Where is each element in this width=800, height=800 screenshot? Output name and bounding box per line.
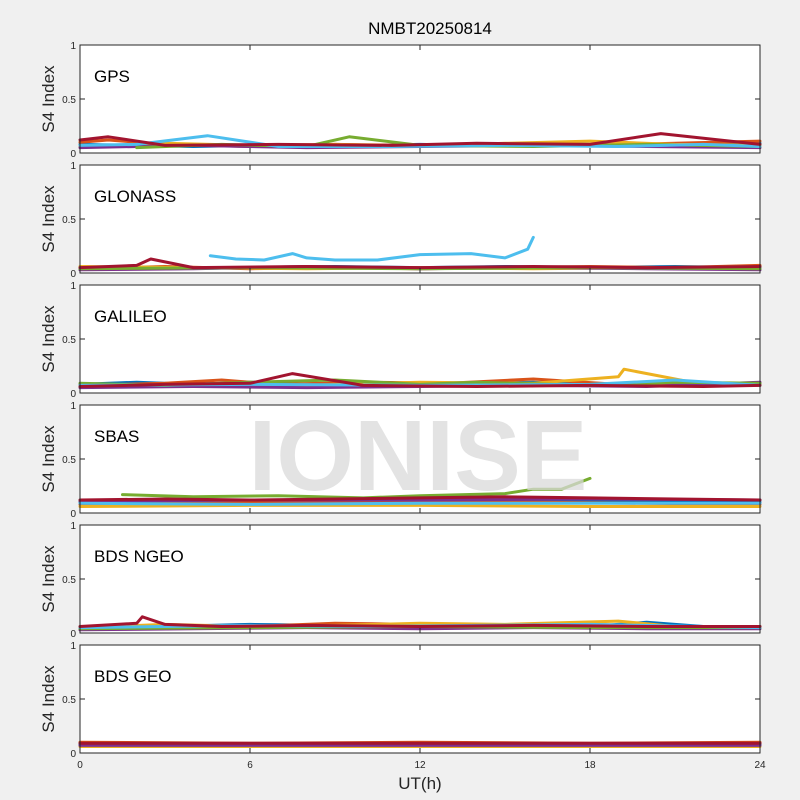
panel-label: BDS NGEO [94,547,184,566]
y-tick-label: 0.5 [62,695,76,706]
series-line-3-6 [78,495,762,502]
y-tick-label: 0 [70,269,76,280]
x-axis-label: UT(h) [398,774,441,793]
panels-group: 0 0.5 1 GPS S4 Index 0 0.5 1 GLONASS S4 Index 0 0.5… [39,41,766,771]
y-axis-label: S4 Index [39,425,58,493]
y-tick-label: 0 [70,629,76,640]
x-tick-label: 18 [584,760,596,771]
panel-3: 0 0.5 1 SBAS S4 Index [39,401,762,520]
axes-background [80,525,760,633]
series-line-3-5 [78,501,762,506]
axes-background [80,45,760,153]
y-axis-label: S4 Index [39,665,58,733]
panel-label: BDS GEO [94,667,171,686]
axes-background [80,165,760,273]
figure-title: NMBT20250814 [368,19,492,38]
y-tick-label: 1 [70,401,76,412]
axes-background [80,645,760,753]
y-tick-label: 1 [70,161,76,172]
x-tick-label: 24 [754,760,766,771]
watermark-text: IONISE [249,400,588,512]
y-tick-label: 1 [70,281,76,292]
panel-label: GLONASS [94,187,176,206]
y-axis-label: S4 Index [39,185,58,253]
y-tick-label: 0.5 [62,335,76,346]
series-line-4-6 [78,615,762,628]
series-line-3-4 [121,476,592,500]
y-tick-label: 1 [70,521,76,532]
panel-4: 0 0.5 1 BDS NGEO S4 Index [39,521,762,640]
panel-2: 0 0.5 1 GALILEO S4 Index [39,281,762,400]
series-line-2-6 [78,372,762,388]
panel-label: GALILEO [94,307,167,326]
x-tick-label: 12 [414,760,426,771]
y-tick-label: 0.5 [62,95,76,106]
y-tick-label: 0 [70,389,76,400]
x-tick-label: 6 [247,760,253,771]
y-axis-label: S4 Index [39,545,58,613]
y-tick-label: 0.5 [62,575,76,586]
series-line-3-2 [78,503,762,508]
y-axis-label: S4 Index [39,305,58,373]
panel-label: SBAS [94,427,139,446]
y-tick-label: 1 [70,641,76,652]
y-tick-label: 0 [70,749,76,760]
y-tick-label: 0.5 [62,215,76,226]
y-axis-label: S4 Index [39,65,58,133]
y-tick-label: 0.5 [62,455,76,466]
panel-1: 0 0.5 1 GLONASS S4 Index [39,161,762,280]
panel-0: 0 0.5 1 GPS S4 Index [39,41,762,160]
panel-5: 0 0.5 1 0 6 12 18 24 BDS GEO S4 Index [39,641,766,771]
panel-label: GPS [94,67,130,86]
series-line-1-6 [78,257,762,270]
series-line-0-6 [78,132,762,147]
y-tick-label: 0 [70,509,76,520]
y-tick-label: 1 [70,41,76,52]
y-tick-label: 0 [70,149,76,160]
x-tick-label: 0 [77,760,83,771]
series-line-1-5 [208,235,535,262]
